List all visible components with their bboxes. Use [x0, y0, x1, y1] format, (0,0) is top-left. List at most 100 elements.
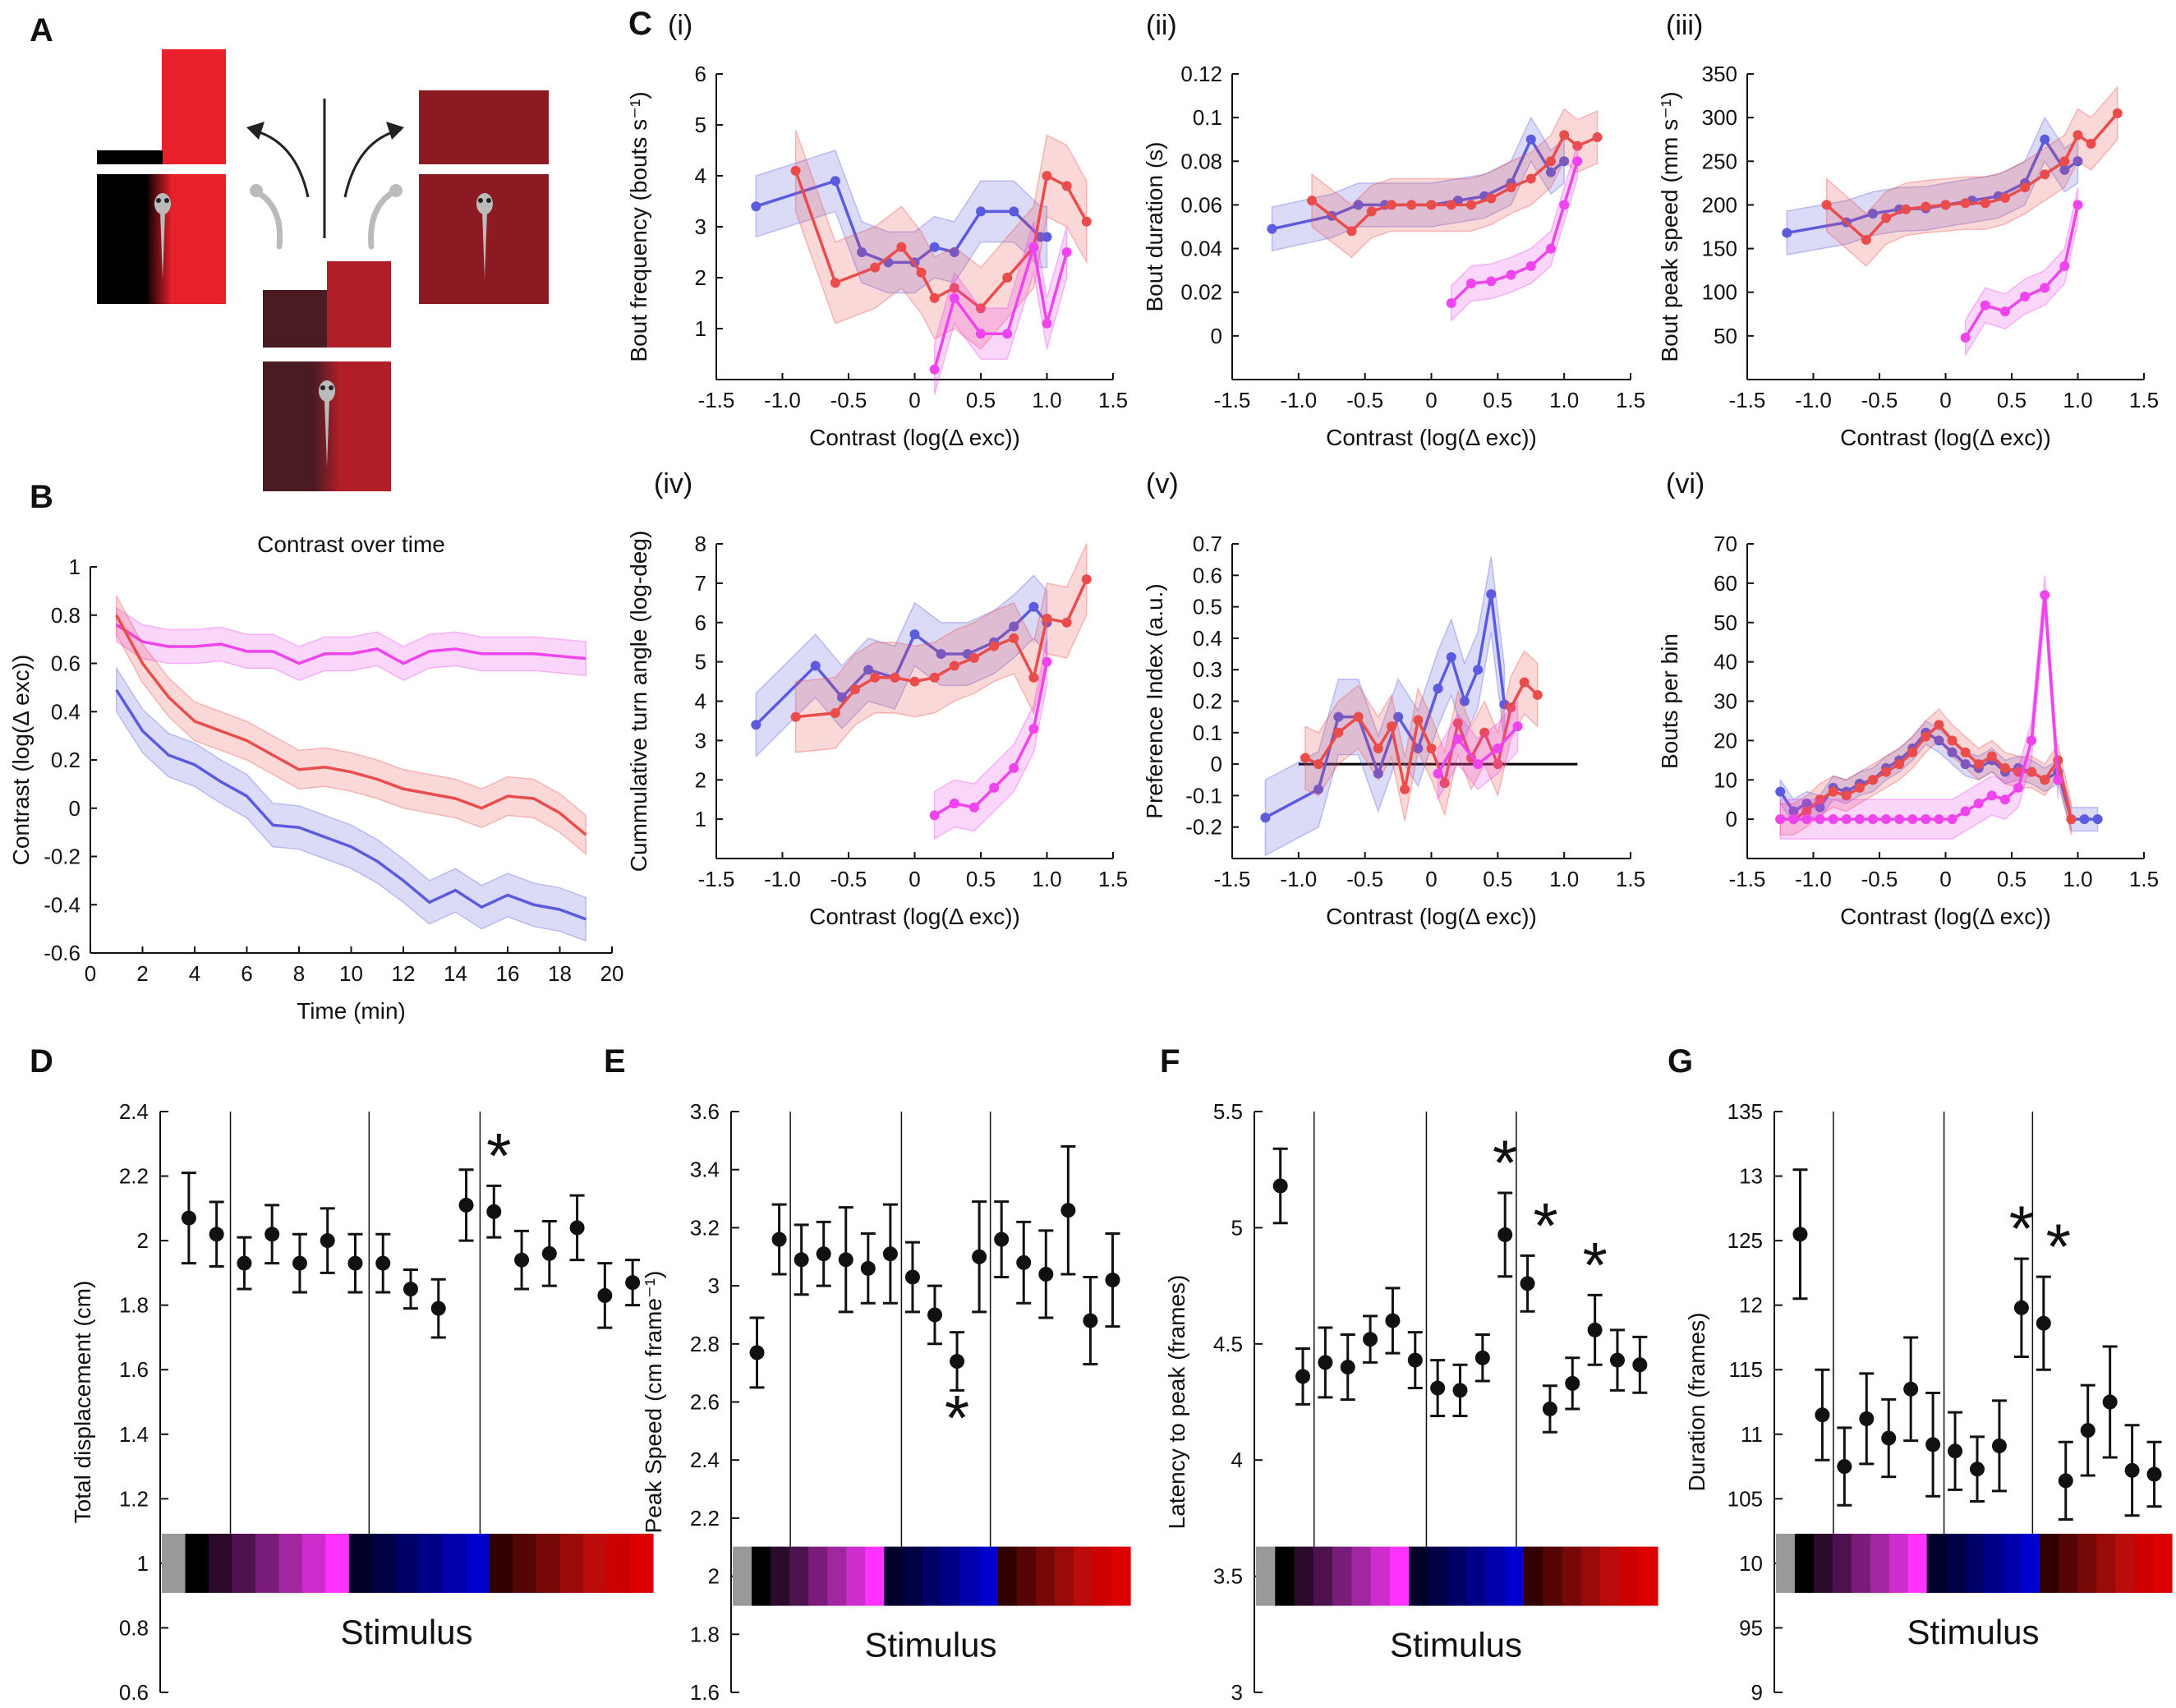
data-point: [1318, 1355, 1333, 1370]
y-tick-label: 0.5: [1193, 595, 1222, 619]
data-point-red: [1333, 727, 1344, 738]
y-tick-label: 2: [695, 265, 706, 290]
data-point-blue: [810, 661, 821, 671]
data-point-magenta: [2020, 292, 2031, 302]
panel-e-label: E: [604, 1043, 626, 1080]
data-point-blue: [1960, 759, 1971, 770]
x-tick-label: -0.5: [1346, 867, 1383, 891]
data-point-magenta: [976, 329, 986, 339]
series-line-magenta: [1780, 595, 2060, 821]
data-point-blue: [1473, 665, 1484, 675]
data-point-magenta: [929, 364, 940, 375]
x-tick-label: 0.5: [1483, 388, 1512, 412]
data-point-red: [909, 676, 920, 687]
y-tick-label: 0.1: [1193, 105, 1222, 130]
data-point: [486, 1204, 502, 1219]
x-tick-label: 1.5: [1616, 867, 1645, 891]
stimulus-swatch: [997, 1546, 1018, 1606]
significance-star: *: [2009, 1192, 2034, 1264]
sub-panel-label: (iv): [654, 468, 692, 500]
stimulus-swatch: [1543, 1546, 1563, 1606]
data-point-blue: [1267, 223, 1277, 234]
data-point-magenta: [1986, 790, 1997, 801]
fish-icon-3: [476, 193, 493, 279]
data-point-blue: [976, 206, 986, 217]
stimulus-swatch: [1294, 1546, 1314, 1606]
data-point-blue: [2059, 164, 2070, 175]
data-point-red: [2040, 775, 2050, 785]
data-point-blue: [1260, 813, 1271, 823]
stim-red-top: [162, 49, 226, 164]
y-tick-label: 0: [69, 796, 81, 821]
data-point: [1016, 1255, 1032, 1270]
data-point-magenta: [1002, 329, 1013, 339]
data-point-magenta: [1506, 269, 1516, 280]
stimulus-swatch: [1466, 1546, 1487, 1606]
series-band-red: [794, 129, 1088, 350]
data-point-magenta: [1801, 814, 1812, 825]
data-point: [749, 1345, 765, 1360]
data-point-red: [1506, 702, 1516, 713]
data-point-red: [1081, 574, 1092, 585]
stimulus-swatch: [903, 1546, 923, 1606]
data-point-red: [1042, 171, 1052, 181]
data-point: [1430, 1380, 1446, 1396]
stimulus-swatch: [1524, 1546, 1543, 1606]
data-point: [1060, 1203, 1076, 1218]
y-tick-label: 0.12: [1180, 62, 1222, 86]
x-tick-label: 4: [189, 961, 200, 986]
stimulus-swatch: [1256, 1546, 1276, 1606]
data-point-magenta: [2040, 590, 2050, 601]
x-tick-label: 0.5: [1997, 388, 2026, 412]
data-point-magenta: [1960, 806, 1971, 817]
data-point-red: [949, 661, 959, 671]
data-point: [927, 1307, 942, 1323]
y-axis-label: Cummulative turn angle (log-deg): [626, 531, 651, 872]
y-tick-label: 10: [1714, 767, 1737, 792]
y-tick-label: -0.6: [44, 941, 81, 965]
y-tick-label: 70: [1714, 532, 1737, 556]
y-tick-label: 12: [1739, 1293, 1763, 1318]
y-tick-label: 3.2: [690, 1215, 720, 1240]
stimulus-swatch: [629, 1533, 654, 1593]
x-tick-label: 8: [293, 961, 305, 986]
data-point-magenta: [949, 798, 959, 808]
data-point-red: [1042, 613, 1052, 624]
y-tick-label: 2: [137, 1228, 149, 1253]
stimulus-swatch: [232, 1533, 256, 1593]
y-tick-label: 2: [708, 1564, 720, 1589]
data-point-magenta: [1894, 814, 1905, 825]
data-point-blue: [2079, 814, 2090, 825]
data-point-magenta: [1061, 247, 1072, 257]
stim-midred-top: [327, 261, 391, 348]
data-point-blue: [1413, 743, 1424, 753]
data-point-red: [1592, 132, 1603, 143]
data-point-magenta: [2013, 782, 2024, 793]
data-point: [1105, 1273, 1120, 1288]
data-point-red: [1028, 672, 1039, 683]
data-point: [430, 1301, 446, 1316]
chart-c-vi: -1.5 -1.0 -0.5 0 0.5 1.0 1.5 0 10 20 30 40 50 60 70 Con…: [1657, 468, 2159, 929]
data-point-red: [1519, 677, 1530, 688]
series-band-red: [1311, 108, 1599, 259]
x-tick-label: -1.0: [1795, 867, 1832, 891]
data-point-magenta: [1042, 656, 1052, 667]
y-tick-label: 250: [1702, 149, 1737, 173]
y-tick-label: 3: [708, 1273, 720, 1298]
data-point-magenta: [1042, 318, 1052, 329]
stimulus-swatch: [1776, 1533, 1796, 1593]
x-tick-label: -1.5: [1214, 388, 1251, 412]
series-band-magenta: [1437, 699, 1519, 802]
stimulus-swatch: [372, 1533, 397, 1593]
data-point-red: [2020, 182, 2031, 193]
stimulus-swatch: [1313, 1546, 1333, 1606]
data-point-blue: [1559, 156, 1570, 167]
data-point-red: [1572, 140, 1583, 151]
data-point-blue: [1815, 802, 1825, 813]
data-point: [816, 1246, 831, 1262]
y-tick-label: 0: [1726, 807, 1737, 831]
x-tick-label: 1.0: [1549, 867, 1579, 891]
x-tick-label: 0.5: [966, 867, 996, 891]
data-point: [1565, 1375, 1580, 1391]
x-tick-label: 10: [339, 961, 363, 986]
